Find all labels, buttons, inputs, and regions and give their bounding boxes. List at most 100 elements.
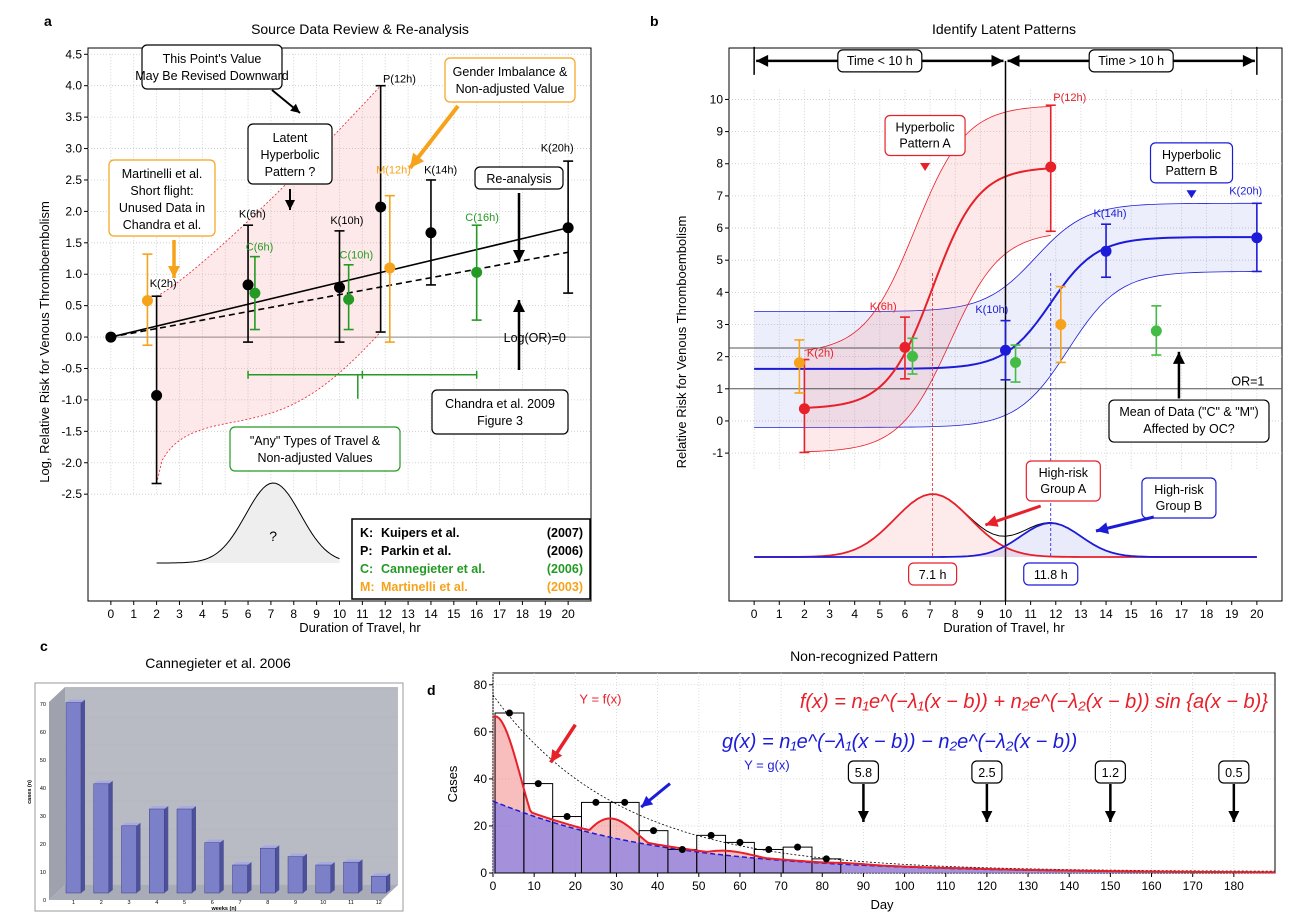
x-tick-label: 130: [1018, 879, 1038, 893]
x-tick-label: 8: [266, 900, 269, 906]
y-tick-label: 3: [716, 318, 723, 332]
data-point: [425, 227, 437, 239]
pattern-a-text: Pattern A: [899, 137, 951, 151]
y-tick-label: 80: [474, 678, 488, 692]
y-tick-label: 40: [474, 772, 488, 786]
distribution-curve: [156, 482, 340, 564]
annotation-latent-text: Latent: [273, 131, 308, 145]
data-point: [707, 831, 715, 839]
group-b-fill: [754, 523, 1257, 557]
y-tick-label: 0: [43, 898, 46, 904]
pattern-b-box: [1149, 142, 1234, 184]
point-label: K(6h): [239, 209, 266, 221]
annotation-revision-text: This Point's Value: [163, 52, 262, 66]
x-tick-label: 5: [876, 607, 883, 621]
legend-key: M:: [360, 580, 375, 594]
x-tick-label: 10: [333, 607, 347, 621]
annotation-latent-text: Hyperbolic: [260, 148, 319, 162]
point-label: K(20h): [541, 143, 574, 155]
point-label: P(12h): [383, 74, 416, 86]
y-tick-label: 60: [40, 730, 46, 736]
callout-box: [1218, 760, 1250, 784]
callout-arrow-head: [857, 811, 869, 822]
legend-year: (2006): [547, 562, 583, 576]
bar: [176, 808, 193, 894]
y-tick-label: 30: [40, 814, 46, 820]
y-tick-label: 4: [716, 285, 723, 299]
annotation-any-travel-text: Non-adjusted Values: [257, 451, 372, 465]
x-tick-label: 14: [424, 607, 438, 621]
x-tick-label: 16: [470, 607, 484, 621]
bar-top: [315, 862, 335, 865]
peak-b-label: 11.8 h: [1034, 568, 1068, 582]
data-point: [505, 709, 513, 717]
bar-top: [66, 699, 85, 703]
legend-year: (2003): [547, 580, 583, 594]
x-tick-label: 12: [379, 607, 393, 621]
g-formula: g(x) = n₁e^(−λ₁(x − b)) − n₂e^(−λ₂(x − b…: [722, 731, 1077, 753]
data-point: [242, 279, 254, 291]
x-tick-label: 140: [1059, 879, 1079, 893]
callout-arrow-head: [1104, 811, 1116, 822]
legend-box: [351, 518, 591, 600]
data-point: [592, 798, 600, 806]
x-tick-label: 10: [527, 879, 541, 893]
x-tick-label: 4: [199, 607, 206, 621]
x-tick-label: 60: [733, 879, 747, 893]
y-tick-label: -1.0: [61, 393, 82, 407]
panel-d-plot: 0 10 20 30 40 50 60 70 80 90 100 110 120 130 140 150 160…: [474, 673, 1276, 893]
legend-key: K:: [360, 526, 373, 540]
data-point: [1251, 232, 1263, 244]
x-tick-label: 18: [1200, 607, 1214, 621]
data-point: [375, 201, 387, 213]
or-label: OR=1: [1231, 375, 1264, 389]
x-tick-label: 180: [1224, 879, 1244, 893]
annotation-martinelli-text: Unused Data in: [119, 201, 205, 215]
x-tick-label: 30: [610, 879, 624, 893]
f-label: Y = f(x): [579, 692, 621, 707]
annotation-box-gender: [444, 57, 576, 103]
y-tick-label: 6: [716, 221, 723, 235]
point-label: K(20h): [1229, 185, 1262, 197]
arrow-group-a-head: [985, 515, 999, 527]
point-label: C(16h): [465, 212, 499, 224]
y-tick-label: 10: [40, 870, 46, 876]
x-tick-label: 2: [153, 607, 160, 621]
annotation-box-chandra: [431, 389, 569, 435]
point-label: K(10h): [975, 304, 1008, 316]
x-tick-label: 15: [1125, 607, 1139, 621]
arrow-time-left-a-head: [756, 54, 769, 67]
arrow-group-b-head: [1095, 522, 1110, 535]
callout-label: 1.2: [1102, 766, 1119, 780]
point-label: M(12h): [376, 165, 411, 177]
x-tick-label: 170: [1183, 879, 1203, 893]
callout-box: [1094, 760, 1126, 784]
x-tick-label: 2: [801, 607, 808, 621]
panel-letter-d: d: [427, 682, 436, 698]
mean-note-text: Affected by OC?: [1143, 422, 1235, 436]
point-label: K(2h): [807, 348, 834, 360]
point-label: C(10h): [340, 250, 374, 262]
x-tick-label: 0: [108, 607, 115, 621]
curve-f: [492, 715, 1276, 874]
data-point: [822, 855, 830, 863]
arrow-f-head: [550, 749, 563, 763]
legend-year: (2006): [547, 544, 583, 558]
x-tick-label: 1: [776, 607, 783, 621]
arrow-chandra-head: [513, 300, 525, 312]
x-tick-label: 16: [1150, 607, 1164, 621]
data-point: [899, 341, 911, 353]
y-tick-label: 60: [474, 725, 488, 739]
bar-side: [81, 699, 85, 893]
y-tick-label: -0.5: [61, 361, 82, 375]
point-label: P(12h): [1053, 92, 1086, 104]
y-tick-label: 0.0: [65, 330, 82, 344]
data-point: [765, 845, 773, 853]
bar-top: [343, 859, 363, 863]
pattern-a-pointer: [920, 162, 931, 171]
bar: [149, 808, 165, 894]
point-label: K(14h): [424, 165, 457, 177]
data-point: [1055, 319, 1067, 330]
pattern-b-pointer: [1186, 190, 1197, 199]
x-tick-label: 5: [222, 607, 229, 621]
